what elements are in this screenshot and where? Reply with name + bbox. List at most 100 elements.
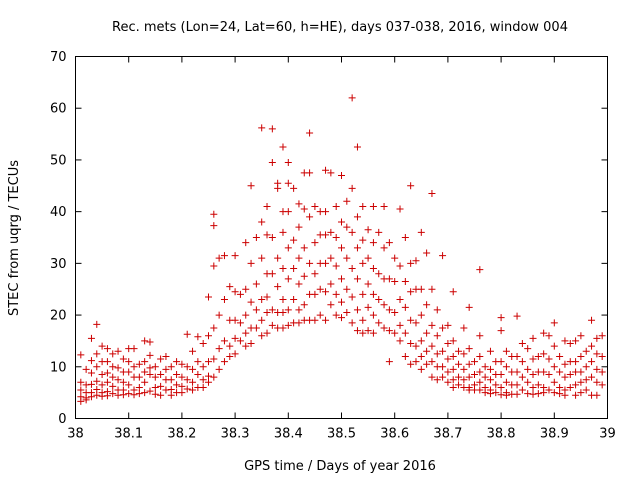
data-point	[327, 280, 335, 288]
data-point	[284, 306, 292, 314]
data-point	[369, 290, 377, 298]
data-point	[220, 252, 228, 260]
data-point	[322, 259, 330, 267]
data-point	[353, 306, 361, 314]
data-point	[295, 254, 303, 262]
data-point	[258, 124, 266, 132]
data-point	[545, 355, 553, 363]
data-point	[252, 306, 260, 314]
data-point	[417, 228, 425, 236]
data-point	[205, 378, 212, 386]
data-point	[380, 324, 388, 332]
data-point	[258, 332, 266, 340]
data-point	[524, 345, 532, 353]
data-point	[476, 368, 484, 376]
data-point	[433, 376, 441, 384]
data-point	[486, 376, 494, 384]
data-point	[82, 365, 90, 373]
data-point	[465, 345, 473, 353]
data-point	[130, 391, 138, 399]
data-point	[572, 358, 580, 366]
data-point	[306, 213, 314, 221]
axis-ticks: 38 38.1 38.2 38.3 38.4 38.5 38.6 38.7 38.8 38.9 39…	[50, 50, 616, 442]
data-point	[476, 352, 484, 360]
data-point	[300, 301, 308, 309]
data-point	[284, 275, 292, 283]
data-point	[598, 368, 606, 376]
data-point	[274, 254, 282, 262]
data-point	[141, 389, 149, 397]
data-point	[141, 337, 149, 345]
data-point	[322, 208, 330, 216]
data-point	[502, 391, 510, 399]
data-point	[444, 368, 452, 376]
data-point	[316, 311, 324, 319]
data-point	[300, 244, 308, 252]
data-point	[87, 380, 95, 388]
data-point	[178, 389, 186, 397]
data-point	[455, 373, 463, 381]
data-point	[322, 166, 330, 174]
data-point	[593, 378, 601, 386]
data-point	[146, 338, 154, 346]
data-point	[364, 226, 372, 234]
data-point	[103, 358, 111, 366]
data-point	[385, 306, 393, 314]
data-point	[236, 319, 244, 327]
data-point	[417, 352, 425, 360]
data-point	[109, 363, 117, 371]
data-point	[486, 365, 494, 373]
data-point	[561, 373, 569, 381]
data-point	[231, 350, 239, 358]
data-point	[327, 254, 335, 262]
data-point	[471, 371, 478, 379]
data-point	[428, 285, 436, 293]
data-point	[258, 316, 266, 324]
data-point	[125, 381, 133, 389]
data-point	[327, 301, 335, 309]
data-point	[167, 391, 175, 399]
data-point	[295, 319, 303, 327]
data-point	[417, 285, 425, 293]
data-point	[130, 363, 138, 371]
data-point	[353, 143, 361, 151]
data-point	[279, 308, 287, 316]
data-point	[231, 334, 239, 342]
data-point	[114, 376, 122, 384]
data-point	[125, 390, 133, 398]
data-point	[534, 381, 542, 389]
data-point	[423, 347, 431, 355]
data-point	[157, 382, 165, 390]
data-point	[540, 350, 548, 358]
data-point	[109, 390, 117, 398]
data-point	[545, 386, 553, 394]
data-point	[173, 381, 181, 389]
data-point	[428, 190, 436, 198]
data-point	[141, 378, 149, 386]
data-point	[598, 352, 606, 360]
data-point	[258, 254, 266, 262]
data-point	[550, 389, 558, 397]
data-point	[268, 306, 276, 314]
data-point	[439, 373, 447, 381]
data-point	[471, 358, 478, 366]
data-point	[332, 311, 340, 319]
data-point	[417, 365, 425, 373]
data-point	[231, 252, 239, 260]
data-point	[151, 383, 159, 391]
data-point	[423, 329, 431, 337]
data-point	[577, 332, 585, 340]
data-point	[529, 390, 537, 398]
data-point	[183, 376, 191, 384]
data-point	[439, 324, 447, 332]
data-point	[449, 365, 457, 373]
data-point	[290, 296, 298, 304]
y-tick-label: 70	[50, 50, 67, 65]
data-point	[364, 280, 372, 288]
data-point	[279, 296, 287, 304]
data-point	[178, 360, 186, 368]
x-tick-label: 38.8	[487, 427, 516, 442]
data-point	[135, 360, 143, 368]
